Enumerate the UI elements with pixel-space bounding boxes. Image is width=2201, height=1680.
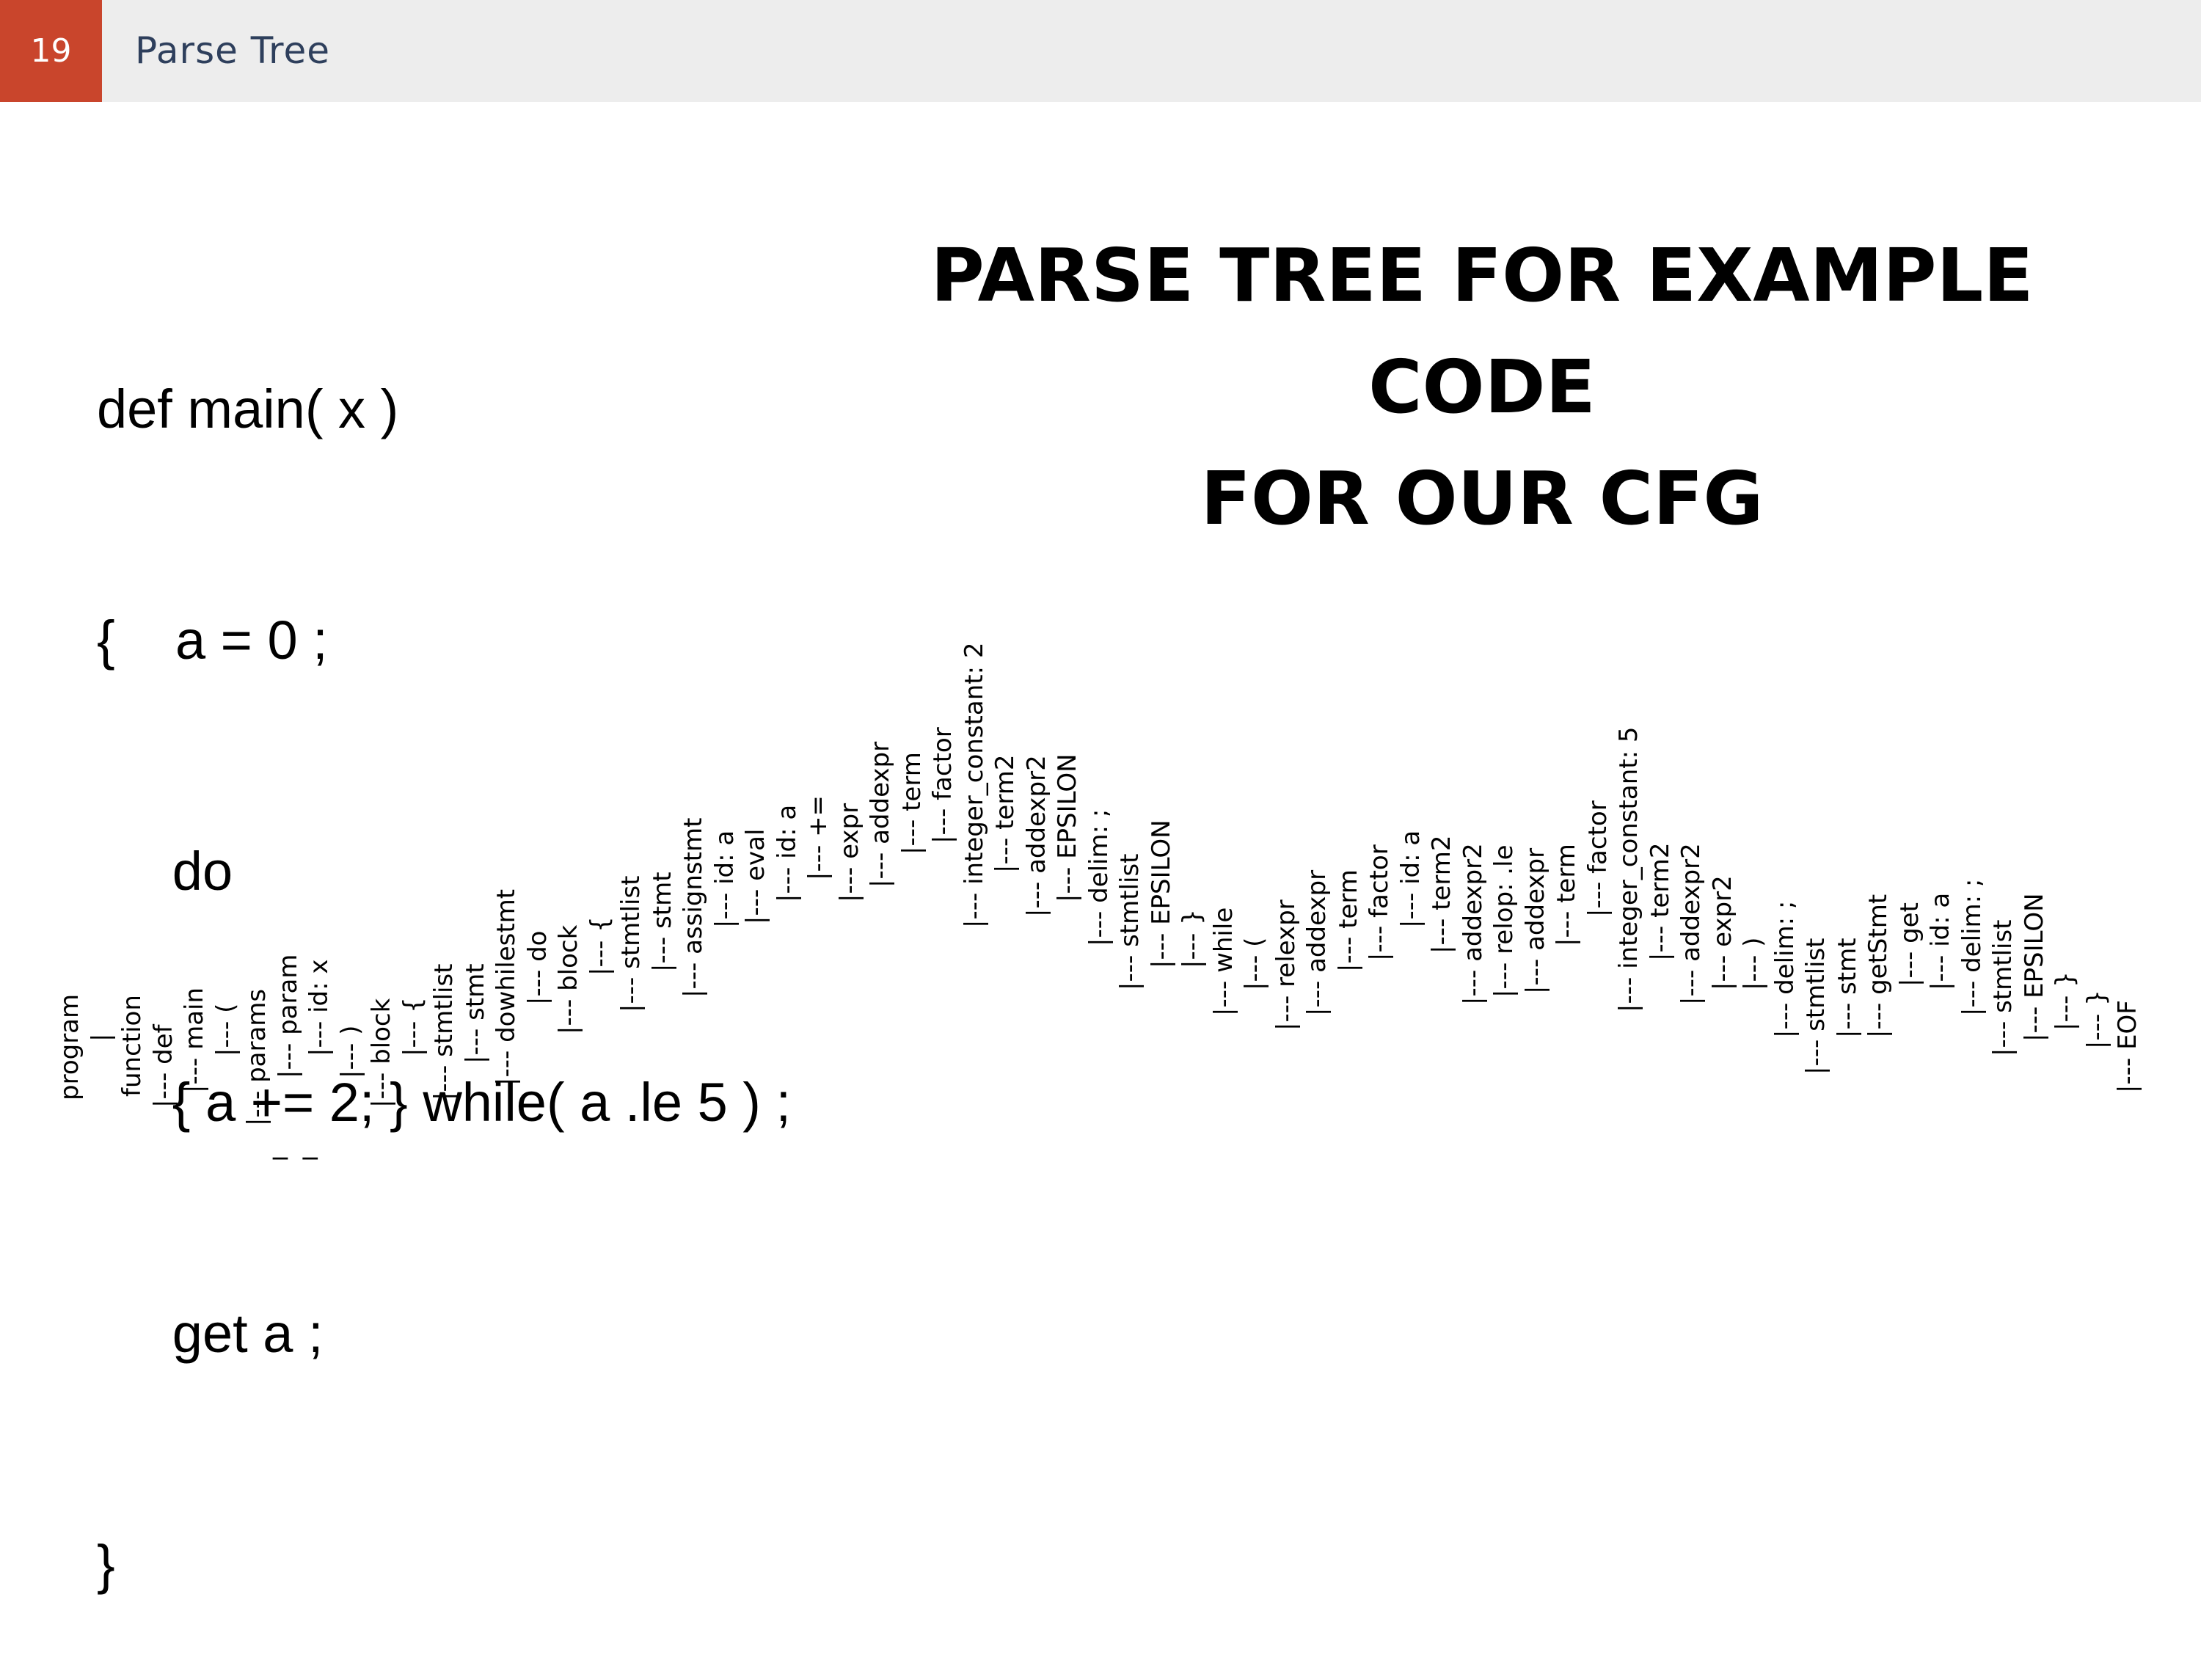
tree-node: |--- addexpr2 — [1458, 843, 1488, 1005]
tree-node: |--- while — [1208, 907, 1238, 1016]
tree-node: |--- ( — [211, 1003, 241, 1056]
tree-node: |--- EOF — [2113, 1000, 2142, 1093]
tree-node: |--- ) — [335, 1025, 365, 1078]
tree-node: |--- } — [2081, 990, 2111, 1049]
tree-node: |--- def — [148, 1024, 178, 1108]
tree-node: |--- stmtlist — [429, 963, 459, 1100]
tree-node: |--- get — [1894, 902, 1924, 987]
tree-node: |--- term2 — [990, 754, 1020, 873]
tree-node: |--- getStmt — [1864, 894, 1893, 1038]
tree-node: |--- term2 — [1645, 842, 1675, 961]
tree-node: |--- term2 — [1427, 835, 1456, 954]
code-line: do — [97, 841, 233, 902]
tree-node: |--- } — [2051, 971, 2080, 1031]
code-line: } — [97, 1534, 115, 1595]
tree-node: |--- term — [1333, 869, 1363, 972]
tree-node: |--- delim: ; — [1770, 900, 1800, 1038]
tree-node: |--- delim: ; — [1084, 808, 1114, 946]
page-number: 19 — [0, 0, 102, 102]
tree-node: |--- { — [585, 916, 615, 976]
tree-node: |--- integer_constant: 5 — [1614, 726, 1643, 1013]
tree-node: |--- expr — [834, 803, 864, 902]
tree-node: |--- addexpr — [866, 741, 895, 888]
tree-node: |--- stmtlist — [1988, 919, 2018, 1056]
tree-node: |--- stmt — [460, 963, 490, 1064]
tree-node: function — [117, 995, 147, 1097]
tree-node: | — [86, 1033, 116, 1042]
tree-node: |--- block — [367, 998, 396, 1108]
tree-node: |--- delim: ; — [1957, 878, 1987, 1016]
code-line: { a = 0 ; — [97, 610, 328, 671]
tree-node: |--- params — [242, 988, 271, 1126]
tree-node: |--- id: x — [304, 959, 334, 1056]
tree-node: |--- += — [803, 795, 833, 880]
tree-node: |--- addexpr — [1520, 847, 1550, 994]
tree-node: |--- addexpr — [1302, 869, 1332, 1016]
code-line: def main( x ) — [97, 379, 399, 439]
tree-node: |--- do — [522, 930, 552, 1005]
tree-node: |--- stmtlist — [616, 875, 646, 1012]
tree-node: |--- param — [273, 954, 303, 1078]
tree-node: |--- id: a — [709, 830, 740, 928]
tree-node: |--- assignstmt — [679, 817, 708, 998]
tree-node: |--- eval — [741, 828, 770, 924]
tree-node: |--- { — [398, 997, 428, 1056]
slide-title-line: FOR OUR CFG — [1200, 456, 1764, 541]
parse-tree: program | function |--- def |--- main |--- (|… — [55, 642, 2142, 1127]
tree-node: |--- integer_constant: 2 — [959, 642, 989, 929]
slide-header: 19 Parse Tree — [0, 0, 2201, 102]
tree-node: |--- factor — [1583, 800, 1613, 917]
tree-node: |--- id: a — [772, 804, 802, 902]
tree-node: |--- relop: .le — [1489, 844, 1519, 998]
tree-node: |--- stmtlist — [1801, 938, 1830, 1075]
tree-node: |--- EPSILON — [2019, 893, 2049, 1042]
tree-node: |--- main — [180, 987, 209, 1093]
tree-node: program — [55, 993, 84, 1100]
tree-node: |--- factor — [928, 727, 957, 844]
tree-node: |--- stmtlist — [1115, 853, 1145, 990]
tree-node: |--- EPSILON — [1053, 753, 1082, 902]
code-line: get a ; — [97, 1303, 324, 1364]
tree-node: |--- addexpr2 — [1676, 843, 1706, 1005]
tree-node: |--- term — [897, 752, 927, 855]
slide-title-line: PARSE TREE FOR EXAMPLE CODE — [930, 233, 2034, 430]
tree-node: |--- ( — [1240, 937, 1269, 990]
tree-node: |--- stmt — [1832, 938, 1862, 1038]
slide-title: PARSE TREE FOR EXAMPLE CODE FOR OUR CFG — [811, 220, 2153, 555]
tree-node: |--- factor — [1365, 844, 1394, 961]
tree-node: |--- term — [1552, 844, 1581, 946]
tree-node: |--- } — [1178, 909, 1207, 968]
tree-node: |--- ) — [1739, 937, 1768, 990]
tree-node: |--- id: a — [1926, 892, 1955, 990]
tree-node: |--- addexpr2 — [1021, 755, 1051, 917]
tree-node: |--- id: a — [1395, 830, 1426, 928]
tree-node: |--- block — [554, 924, 583, 1034]
code-line: { a += 2; } while( a .le 5 ) ; — [97, 1072, 792, 1133]
tree-node: |--- dowhilestmt — [492, 888, 521, 1086]
header-title: Parse Tree — [135, 29, 330, 72]
tree-underscore-mark: _ _ — [273, 1126, 321, 1160]
tree-node: |--- EPSILON — [1146, 819, 1176, 968]
tree-node: |--- expr2 — [1707, 875, 1737, 990]
tree-node: |--- relexpr — [1271, 899, 1301, 1031]
tree-node: |--- stmt — [647, 872, 677, 972]
